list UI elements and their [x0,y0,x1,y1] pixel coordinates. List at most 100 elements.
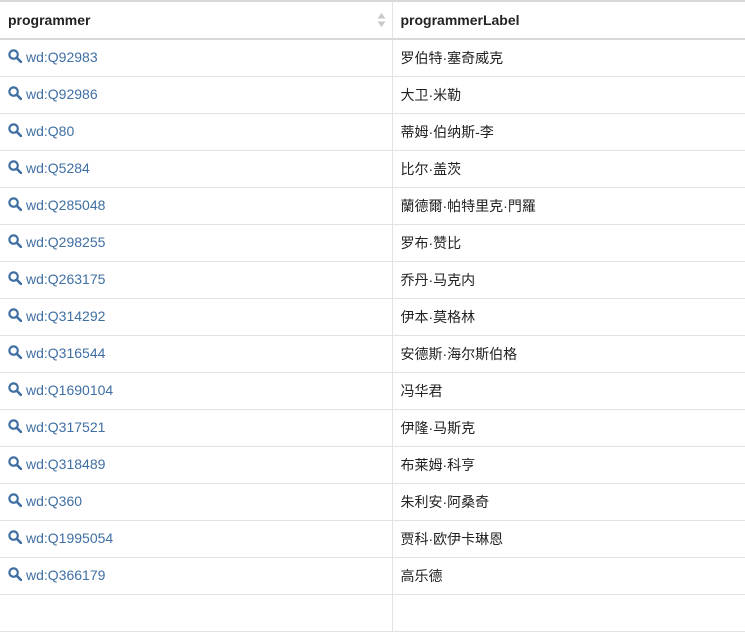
entity-link[interactable]: wd:Q92983 [8,49,98,65]
programmer-label: 伊隆·马斯克 [400,420,476,436]
programmer-label: 布莱姆·科亨 [400,457,476,473]
programmer-label: 大卫·米勒 [400,87,462,103]
programmer-label-cell: 比尔·盖茨 [392,150,745,188]
programmer-label-cell: 蘭德爾·帕特里克·門羅 [392,187,745,225]
search-icon[interactable] [8,419,23,434]
programmer-label-cell [392,594,745,632]
programmer-label-cell: 朱利安·阿桑奇 [392,483,745,521]
programmer-cell: wd:Q317521 [0,409,393,447]
programmer-label-cell: 高乐德 [392,557,745,595]
programmer-cell: wd:Q5284 [0,150,393,188]
column-header-programmerlabel[interactable]: programmerLabel [392,0,745,40]
programmer-label-cell: 冯华君 [392,372,745,410]
entity-id: wd:Q360 [26,493,83,509]
programmer-cell: wd:Q314292 [0,298,393,336]
programmer-label: 罗伯特·塞奇威克 [400,50,504,66]
programmer-cell [0,594,393,632]
programmer-cell: wd:Q92986 [0,76,393,114]
programmer-cell: wd:Q366179 [0,557,393,595]
programmer-label: 朱利安·阿桑奇 [400,494,490,510]
search-icon[interactable] [8,271,23,286]
programmer-label-cell: 蒂姆·伯纳斯-李 [392,113,745,151]
programmer-label-cell: 大卫·米勒 [392,76,745,114]
search-icon[interactable] [8,493,23,508]
programmer-cell: wd:Q316544 [0,335,393,373]
entity-link[interactable]: wd:Q80 [8,123,74,139]
entity-id: wd:Q263175 [26,271,106,287]
table-row: wd:Q5284 比尔·盖茨 [0,150,745,188]
entity-id: wd:Q316544 [26,345,106,361]
search-icon[interactable] [8,345,23,360]
entity-id: wd:Q314292 [26,308,106,324]
programmer-label: 伊本·莫格林 [400,309,476,325]
search-icon[interactable] [8,530,23,545]
column-header-programmer[interactable]: programmer [0,0,393,40]
table-row [0,594,745,632]
table-row: wd:Q92986 大卫·米勒 [0,76,745,114]
programmer-label: 冯华君 [400,383,443,399]
search-icon[interactable] [8,308,23,323]
programmer-label-cell: 罗伯特·塞奇威克 [392,39,745,77]
programmer-label: 蘭德爾·帕特里克·門羅 [400,198,536,214]
search-icon[interactable] [8,123,23,138]
programmer-label-cell: 伊隆·马斯克 [392,409,745,447]
sort-icon[interactable] [377,12,386,28]
programmer-label: 比尔·盖茨 [400,161,462,177]
entity-id: wd:Q366179 [26,567,106,583]
table-row: wd:Q1690104 冯华君 [0,372,745,410]
table-row: wd:Q1995054 贾科·欧伊卡琳恩 [0,520,745,558]
search-icon[interactable] [8,86,23,101]
entity-link[interactable]: wd:Q314292 [8,308,105,324]
programmer-cell: wd:Q298255 [0,224,393,262]
search-icon[interactable] [8,49,23,64]
entity-id: wd:Q1690104 [26,382,114,398]
column-header-label: programmer [8,12,91,28]
column-header-label: programmerLabel [400,12,520,28]
table-body: wd:Q92983 罗伯特·塞奇威克 wd:Q92986 大卫·米勒 wd:Q80 蒂姆·… [0,39,745,632]
programmer-label: 乔丹·马克内 [400,272,476,288]
entity-link[interactable]: wd:Q316544 [8,345,105,361]
search-icon[interactable] [8,567,23,582]
programmer-cell: wd:Q263175 [0,261,393,299]
entity-link[interactable]: wd:Q285048 [8,197,105,213]
programmer-cell: wd:Q1995054 [0,520,393,558]
programmer-label: 蒂姆·伯纳斯-李 [400,124,494,140]
search-icon[interactable] [8,382,23,397]
table-row: wd:Q263175 乔丹·马克内 [0,261,745,299]
table-row: wd:Q92983 罗伯特·塞奇威克 [0,39,745,77]
entity-link[interactable]: wd:Q1995054 [8,530,113,546]
table-row: wd:Q285048 蘭德爾·帕特里克·門羅 [0,187,745,225]
table-row: wd:Q360 朱利安·阿桑奇 [0,483,745,521]
entity-link[interactable]: wd:Q318489 [8,456,105,472]
table-row: wd:Q80 蒂姆·伯纳斯-李 [0,113,745,151]
programmer-cell: wd:Q360 [0,483,393,521]
programmer-label-cell: 伊本·莫格林 [392,298,745,336]
table-row: wd:Q314292 伊本·莫格林 [0,298,745,336]
search-icon[interactable] [8,456,23,471]
search-icon[interactable] [8,197,23,212]
entity-link[interactable]: wd:Q1690104 [8,382,113,398]
programmer-label-cell: 贾科·欧伊卡琳恩 [392,520,745,558]
entity-id: wd:Q317521 [26,419,106,435]
programmer-label-cell: 布莱姆·科亨 [392,446,745,484]
programmer-cell: wd:Q92983 [0,39,393,77]
programmer-label-cell: 安德斯·海尔斯伯格 [392,335,745,373]
programmer-cell: wd:Q285048 [0,187,393,225]
search-icon[interactable] [8,234,23,249]
table-header: programmer programmerLabel [0,0,745,40]
programmer-cell: wd:Q1690104 [0,372,393,410]
entity-link[interactable]: wd:Q360 [8,493,82,509]
entity-link[interactable]: wd:Q5284 [8,160,90,176]
search-icon[interactable] [8,160,23,175]
programmer-cell: wd:Q318489 [0,446,393,484]
programmer-label: 罗布·赞比 [400,235,462,251]
entity-id: wd:Q5284 [26,160,90,176]
entity-link[interactable]: wd:Q298255 [8,234,105,250]
entity-link[interactable]: wd:Q92986 [8,86,98,102]
entity-link[interactable]: wd:Q263175 [8,271,105,287]
table-row: wd:Q316544 安德斯·海尔斯伯格 [0,335,745,373]
programmer-label: 安德斯·海尔斯伯格 [400,346,518,362]
entity-link[interactable]: wd:Q317521 [8,419,105,435]
entity-link[interactable]: wd:Q366179 [8,567,105,583]
programmer-label: 高乐德 [400,568,443,584]
